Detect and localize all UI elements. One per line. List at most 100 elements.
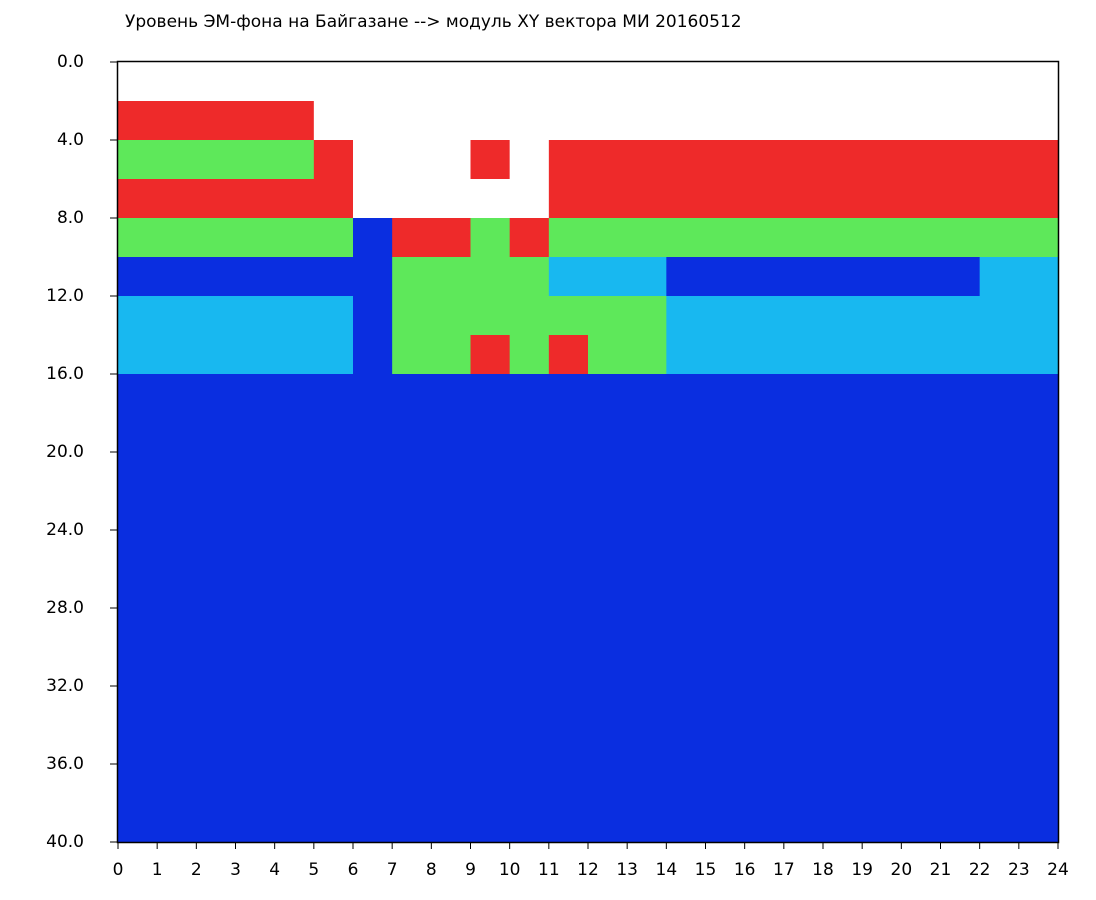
heatmap-cell xyxy=(940,764,981,804)
y-tick-label: 28.0 xyxy=(46,598,84,618)
heatmap-cell xyxy=(470,335,511,375)
heatmap-cell xyxy=(470,803,511,843)
heatmap-cell xyxy=(157,725,197,765)
x-tick-label: 2 xyxy=(191,860,202,880)
heatmap-cell xyxy=(118,101,158,141)
heatmap-cell xyxy=(392,452,432,492)
heatmap-cell xyxy=(1018,296,1059,336)
heatmap-cell xyxy=(313,218,354,258)
heatmap-cell xyxy=(353,257,393,297)
heatmap-cell xyxy=(235,452,276,492)
heatmap-cell xyxy=(666,803,706,843)
x-tick-label: 8 xyxy=(426,860,437,880)
heatmap-cell xyxy=(823,686,863,726)
heatmap-cell xyxy=(940,452,981,492)
heatmap-cell xyxy=(274,803,315,843)
heatmap-cell xyxy=(940,374,981,414)
heatmap-cell xyxy=(783,257,824,297)
heatmap-cell xyxy=(862,296,902,336)
heatmap-cell xyxy=(823,374,863,414)
heatmap-cell xyxy=(196,335,236,375)
heatmap-cell xyxy=(1018,179,1059,219)
heatmap-cell xyxy=(940,140,981,180)
heatmap-cell xyxy=(157,452,197,492)
x-tick-label: 13 xyxy=(616,860,638,880)
heatmap-cell xyxy=(353,569,393,609)
heatmap-cell xyxy=(901,686,941,726)
heatmap-cell xyxy=(901,569,941,609)
heatmap-cell xyxy=(862,803,902,843)
heatmap-cell xyxy=(783,218,824,258)
heatmap-cell xyxy=(744,257,785,297)
heatmap-cell xyxy=(823,257,863,297)
heatmap-cell xyxy=(1018,491,1059,531)
heatmap-cell xyxy=(705,803,746,843)
heatmap-cell xyxy=(588,140,628,180)
heatmap-cell xyxy=(705,140,746,180)
heatmap-cell xyxy=(705,491,746,531)
heatmap-cell xyxy=(274,530,315,570)
heatmap-cell xyxy=(118,764,158,804)
y-tick-label: 40.0 xyxy=(46,832,84,852)
x-tick-label: 3 xyxy=(230,860,241,880)
heatmap-cell xyxy=(313,725,354,765)
heatmap-cell xyxy=(392,140,432,180)
heatmap-cell xyxy=(627,647,667,687)
heatmap-cell xyxy=(196,803,236,843)
heatmap-cell xyxy=(392,686,432,726)
heatmap-cell xyxy=(627,101,667,141)
x-tick-label: 22 xyxy=(969,860,991,880)
heatmap-cell xyxy=(274,179,315,219)
heatmap-cell xyxy=(509,101,550,141)
heatmap-cell xyxy=(313,62,354,102)
heatmap-cell xyxy=(509,764,550,804)
heatmap-cell xyxy=(313,101,354,141)
heatmap-cell xyxy=(627,569,667,609)
heatmap-cell xyxy=(235,374,276,414)
heatmap-cell xyxy=(862,452,902,492)
heatmap-cell xyxy=(157,296,197,336)
heatmap-cell xyxy=(1018,374,1059,414)
heatmap-cell xyxy=(313,257,354,297)
heatmap-cell xyxy=(196,569,236,609)
heatmap-cell xyxy=(392,764,432,804)
heatmap-cell xyxy=(196,101,236,141)
heatmap-cell xyxy=(313,491,354,531)
heatmap-cell xyxy=(118,569,158,609)
heatmap-cell xyxy=(157,803,197,843)
heatmap-cell xyxy=(588,335,628,375)
heatmap-cell xyxy=(588,62,628,102)
heatmap-cell xyxy=(901,374,941,414)
heatmap-cell xyxy=(274,452,315,492)
heatmap-cell xyxy=(783,530,824,570)
heatmap-cell xyxy=(118,803,158,843)
heatmap-cell xyxy=(470,608,511,648)
heatmap-cell xyxy=(979,608,1020,648)
heatmap-cell xyxy=(353,374,393,414)
heatmap-cell xyxy=(940,608,981,648)
heatmap-cell xyxy=(901,101,941,141)
heatmap-cell xyxy=(588,764,628,804)
heatmap-cell xyxy=(157,686,197,726)
heatmap-cell xyxy=(979,725,1020,765)
heatmap-cell xyxy=(862,725,902,765)
heatmap-cell xyxy=(431,101,471,141)
heatmap-cell xyxy=(666,335,706,375)
heatmap-cell xyxy=(705,764,746,804)
heatmap-cell xyxy=(862,335,902,375)
heatmap-cell xyxy=(862,608,902,648)
heatmap-cell xyxy=(627,530,667,570)
heatmap-cell xyxy=(118,179,158,219)
heatmap-cell xyxy=(235,608,276,648)
heatmap-cell xyxy=(548,101,589,141)
heatmap-cell xyxy=(235,218,276,258)
heatmap-cell xyxy=(979,491,1020,531)
heatmap-cell xyxy=(666,764,706,804)
heatmap-cell xyxy=(1018,413,1059,453)
heatmap-cell xyxy=(509,803,550,843)
heatmap-cell xyxy=(1018,257,1059,297)
heatmap-cell xyxy=(823,530,863,570)
heatmap-cell xyxy=(118,608,158,648)
heatmap-cell xyxy=(313,296,354,336)
heatmap-cell xyxy=(823,608,863,648)
